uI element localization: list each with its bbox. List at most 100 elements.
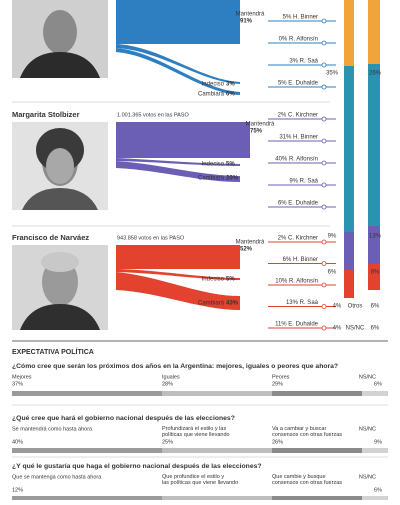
flow-label: Mantendrá bbox=[246, 122, 275, 128]
flow-label: Indeciso bbox=[202, 162, 225, 168]
answer-label: Va a cambiar y buscar consensos con otras… bbox=[272, 426, 342, 438]
column-right: 13% bbox=[369, 234, 382, 240]
answer-bar bbox=[362, 448, 388, 453]
answer-value: 6% bbox=[374, 381, 382, 387]
flow-value: 5% bbox=[226, 277, 235, 283]
destination: 13% R. Saá bbox=[286, 300, 319, 306]
answer-value: 25% bbox=[162, 439, 173, 445]
destination: 0% R. Alfonsín bbox=[279, 37, 318, 43]
arrow-dot bbox=[321, 138, 327, 144]
arrow-dot bbox=[321, 239, 327, 245]
arrow-dot bbox=[321, 204, 327, 210]
flow-value: 43% bbox=[226, 301, 239, 307]
destination: 31% H. Binner bbox=[279, 135, 318, 141]
answer-bar bbox=[12, 496, 162, 501]
column-left: 9% bbox=[328, 234, 337, 240]
arrow-dot bbox=[321, 182, 327, 188]
arrow-dot bbox=[321, 160, 327, 166]
answer-label: Iguales bbox=[162, 374, 180, 380]
answer-value: 40% bbox=[12, 439, 23, 445]
destination: 40% R. Alfonsín bbox=[275, 157, 318, 163]
flow-label: Mantendrá bbox=[236, 12, 265, 18]
column-left: 4% bbox=[333, 326, 342, 332]
answer-bar bbox=[12, 448, 162, 453]
column-label: NS/NC bbox=[346, 326, 365, 332]
arrow-dot bbox=[321, 325, 327, 331]
answer-label: Que cambie y busque consensos con otras f… bbox=[272, 474, 342, 486]
column-left: 35% bbox=[326, 71, 339, 77]
destination: 9% R. Saá bbox=[289, 179, 318, 185]
flow-value: 75% bbox=[250, 129, 263, 135]
votes: 1.001.365 votos en las PASO bbox=[117, 112, 189, 118]
arrow-dot bbox=[321, 261, 327, 266]
question: ¿Qué cree que hará el gobierno nacional … bbox=[12, 415, 235, 422]
flow-value: 5% bbox=[226, 162, 235, 168]
arrow-dot bbox=[321, 304, 327, 309]
destination: 10% R. Alfonsín bbox=[275, 279, 318, 285]
column-right: 8% bbox=[371, 270, 380, 276]
flow-value: 91% bbox=[240, 19, 253, 25]
photo bbox=[12, 0, 108, 78]
column-right: 26% bbox=[369, 71, 382, 77]
photo bbox=[12, 245, 108, 330]
column-right: 6% bbox=[371, 304, 380, 310]
answer-label: Se mantendrá como hasta ahora bbox=[12, 426, 93, 432]
arrow-dot bbox=[321, 62, 327, 68]
answer-label: Que profundice el estilo y las políticas … bbox=[162, 474, 238, 486]
answer-bar bbox=[12, 391, 162, 396]
answer-label: Mejores bbox=[12, 374, 32, 380]
flow-value: 20% bbox=[226, 176, 239, 182]
answer-label: NS/NC bbox=[359, 426, 376, 432]
flow-diagram bbox=[116, 0, 250, 310]
answer-bar bbox=[162, 391, 272, 396]
destination: 6% H. Binner bbox=[283, 257, 318, 263]
answer-bar bbox=[362, 391, 388, 396]
destination: 6% E. Duhalde bbox=[278, 201, 319, 207]
answer-value: 37% bbox=[12, 381, 23, 387]
arrow-dot bbox=[321, 18, 327, 24]
question: ¿Y qué le gustaría que haga el gobierno … bbox=[12, 463, 262, 470]
vote-columns bbox=[344, 0, 380, 298]
destination: 5% E. Duhalde bbox=[278, 81, 319, 87]
flow-label: Indeciso bbox=[202, 277, 225, 283]
flow-value: 6% bbox=[226, 92, 235, 98]
destination: 11% E. Duhalde bbox=[275, 322, 319, 328]
answer-label: Que se mantenga como hasta ahora bbox=[12, 474, 102, 480]
column-left: 4% bbox=[333, 304, 342, 310]
answer-bar bbox=[272, 391, 362, 396]
flow-value: 3% bbox=[226, 82, 235, 88]
destination: 5% H. Binner bbox=[283, 15, 318, 21]
answer-value: 6% bbox=[374, 487, 382, 493]
flow-label: Indeciso bbox=[202, 82, 225, 88]
arrow-dot bbox=[321, 40, 327, 46]
flow-label: Cambiará bbox=[198, 301, 225, 307]
answer-value: 28% bbox=[162, 381, 173, 387]
section-title: EXPECTATIVA POLÍTICA bbox=[12, 347, 94, 356]
candidate-name: Francisco de Narváez bbox=[12, 233, 89, 242]
answer-value: 12% bbox=[12, 487, 23, 493]
flow-label: Mantendrá bbox=[236, 240, 265, 246]
column-right: 6% bbox=[371, 326, 380, 332]
question: ¿Cómo cree que serán los próximos dos añ… bbox=[12, 363, 338, 370]
votes: 943.858 votos en las PASO bbox=[117, 235, 185, 241]
answer-label: NS/NC bbox=[359, 474, 376, 480]
arrow-dot bbox=[321, 116, 327, 122]
arrow-dot bbox=[321, 282, 327, 288]
answer-label: Peores bbox=[272, 374, 290, 380]
answer-value: 29% bbox=[272, 381, 283, 387]
column-left: 6% bbox=[328, 270, 337, 276]
answer-value: 9% bbox=[374, 439, 382, 445]
arrow-dot bbox=[321, 84, 327, 90]
flow-value: 52% bbox=[240, 247, 253, 253]
answer-bar bbox=[272, 448, 362, 453]
answer-bar bbox=[272, 496, 362, 501]
answer-value: 26% bbox=[272, 439, 283, 445]
answer-bar bbox=[162, 448, 272, 453]
photo bbox=[12, 122, 108, 210]
destination: 2% C. Kirchner bbox=[278, 113, 318, 119]
column-label: Otros bbox=[348, 304, 363, 310]
flow-label: Cambiará bbox=[198, 92, 225, 98]
answer-label: NS/NC bbox=[359, 374, 376, 380]
answer-bar bbox=[162, 496, 272, 501]
